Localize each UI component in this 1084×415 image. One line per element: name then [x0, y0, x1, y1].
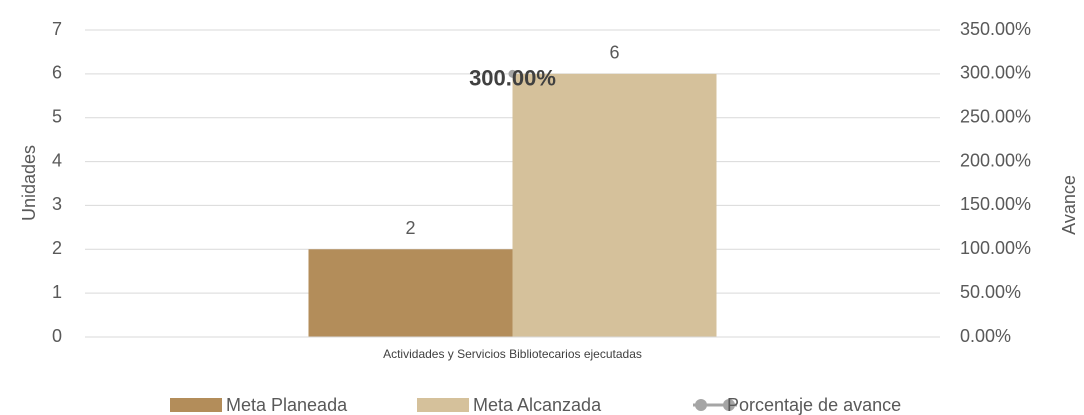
legend-label: Porcentaje de avance	[727, 395, 901, 415]
x-tick-label: Actividades y Servicios Bibliotecarios e…	[383, 347, 642, 361]
y-tick-label: 2	[52, 238, 62, 258]
legend-swatch	[170, 398, 222, 412]
y2-tick-label: 200.00%	[960, 150, 1031, 170]
y2-tick-label: 300.00%	[960, 63, 1031, 83]
legend-swatch	[417, 398, 469, 412]
y2-tick-label: 250.00%	[960, 106, 1031, 126]
y-tick-label: 0	[52, 326, 62, 346]
bar	[512, 73, 717, 337]
y-axis-title: Unidades	[19, 145, 39, 221]
y-tick-label: 3	[52, 194, 62, 214]
data-label: 2	[405, 218, 415, 238]
y-tick-label: 7	[52, 19, 62, 39]
y-tick-label: 6	[52, 63, 62, 83]
bar	[308, 249, 513, 337]
y-tick-label: 5	[52, 106, 62, 126]
line-marker	[508, 69, 517, 78]
legend-label: Meta Planeada	[226, 395, 348, 415]
y2-tick-label: 50.00%	[960, 282, 1021, 302]
legend-label: Meta Alcanzada	[473, 395, 602, 415]
y2-tick-label: 350.00%	[960, 19, 1031, 39]
legend-swatch	[695, 399, 707, 411]
y-tick-label: 1	[52, 282, 62, 302]
y2-tick-label: 100.00%	[960, 238, 1031, 258]
data-label: 6	[609, 43, 619, 63]
legend-swatch	[723, 399, 735, 411]
y-tick-label: 4	[52, 150, 62, 170]
y2-axis-title: Avance	[1059, 175, 1079, 235]
data-label: 300.00%	[469, 66, 556, 91]
y2-tick-label: 150.00%	[960, 194, 1031, 214]
y2-tick-label: 0.00%	[960, 326, 1011, 346]
